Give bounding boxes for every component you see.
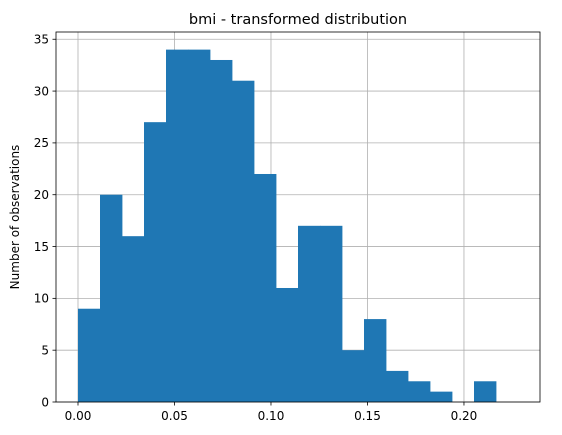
x-tick-label: 0.20 <box>451 409 478 423</box>
histogram-bar <box>166 49 189 402</box>
histogram-bar <box>188 49 211 402</box>
y-tick-label: 30 <box>34 84 49 98</box>
y-axis-label: Number of observations <box>8 145 22 290</box>
y-tick-label: 25 <box>34 136 49 150</box>
histogram-bar <box>100 194 123 402</box>
y-tick-label: 5 <box>41 343 49 357</box>
plot-frame <box>55 31 541 403</box>
histogram-bar <box>254 173 277 402</box>
histogram-bar <box>144 122 167 403</box>
bars <box>78 49 497 403</box>
y-tick-label: 0 <box>41 395 49 409</box>
y-tick-label: 15 <box>34 240 49 254</box>
y-tick-label: 35 <box>34 33 49 47</box>
histogram-bar <box>364 319 387 402</box>
chart-title: bmi - transformed distribution <box>189 12 407 28</box>
histogram-bar <box>474 381 497 402</box>
histogram-bar <box>408 381 431 402</box>
histogram-bar <box>430 391 453 402</box>
histogram-bar <box>276 287 299 402</box>
histogram-bar <box>298 225 321 402</box>
histogram-bar <box>320 225 343 402</box>
y-tick-label: 10 <box>34 292 49 306</box>
histogram-bar <box>210 59 233 403</box>
axes: 0.00 0.05 0.10 0.15 0.20 0 5 10 15 20 25 30 35 <box>34 31 541 423</box>
x-tick-label: 0.05 <box>161 409 188 423</box>
x-tick-label: 0.15 <box>354 409 381 423</box>
histogram-bar <box>342 350 365 402</box>
x-tick-label: 0.10 <box>258 409 285 423</box>
histogram-bar <box>232 80 255 402</box>
y-tick-label: 20 <box>34 188 49 202</box>
histogram-bar <box>386 370 409 402</box>
histogram-bar <box>122 236 145 402</box>
x-tick-label: 0.00 <box>65 409 92 423</box>
histogram-bar <box>78 308 101 402</box>
